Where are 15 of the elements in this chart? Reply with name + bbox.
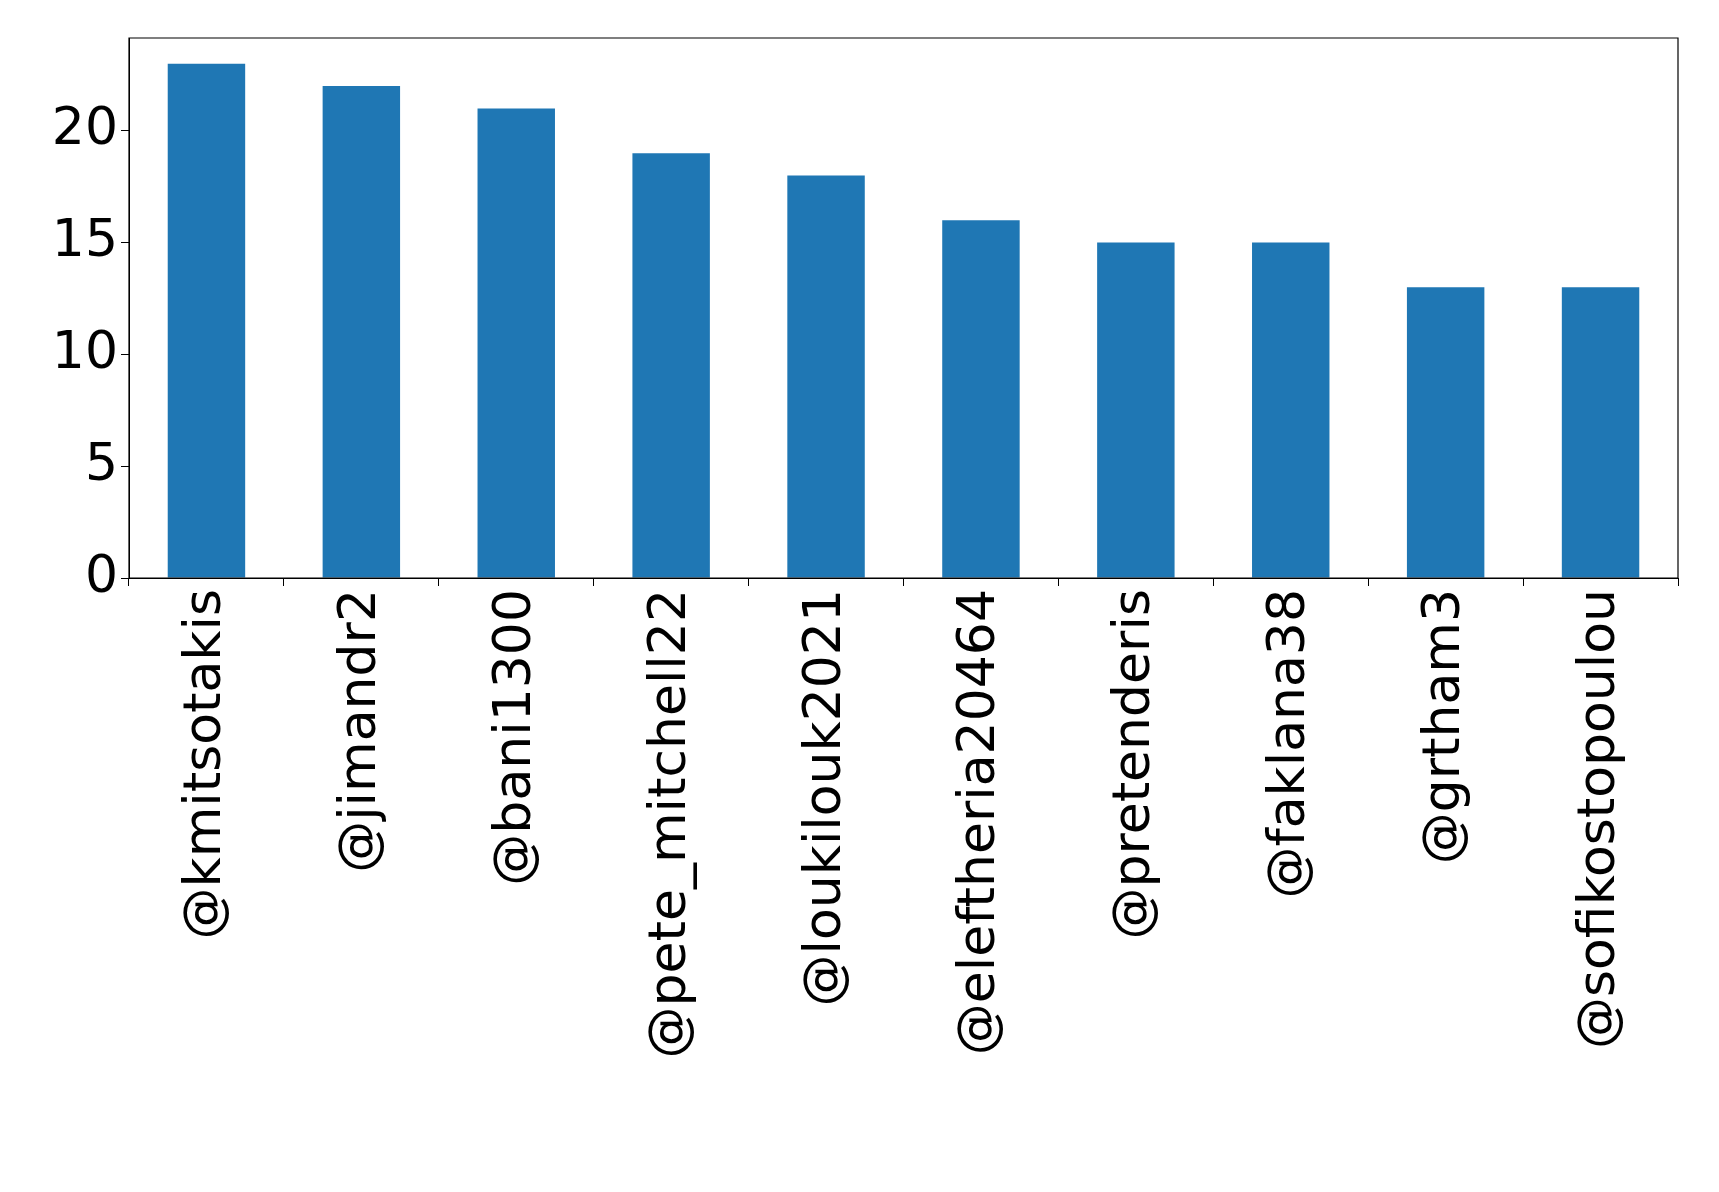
x-tick-label: @faklana38 [1256, 589, 1317, 899]
x-tick-label: @loukilouk2021 [791, 589, 852, 1007]
x-tick-label: @sofikostopoulou [1566, 589, 1627, 1050]
y-tick-label: 15 [51, 208, 118, 269]
x-tick-label: @jimandr2 [326, 589, 387, 873]
y-tick-label: 20 [51, 96, 118, 157]
x-tick-label: @bani1300 [481, 589, 542, 886]
y-tick-label: 10 [51, 319, 118, 380]
y-tick-label: 5 [84, 431, 118, 492]
x-tick-label: @pete_mitchell22 [636, 589, 697, 1059]
y-tick-label: 0 [84, 543, 118, 604]
x-tick-label: @kmitsotakis [171, 589, 232, 940]
x-tick-label: @pretenderis [1101, 589, 1162, 940]
x-tick-label: @eleftheria20464 [946, 589, 1007, 1056]
x-tick-label: @grtham3 [1411, 589, 1472, 865]
